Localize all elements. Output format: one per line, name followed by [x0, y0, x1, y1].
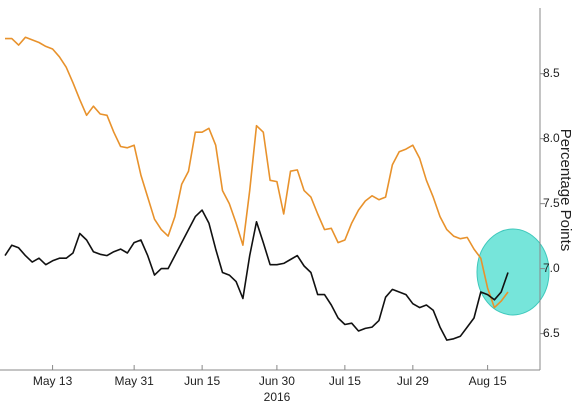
- x-tick-label: Aug 15: [469, 374, 507, 388]
- series-line: [4, 209, 509, 341]
- highlight-circle: [476, 228, 550, 316]
- x-tick-label: Jun 30: [259, 374, 295, 388]
- y-axis-label: Percentage Points: [557, 129, 574, 252]
- x-tick-label: Jul 15: [329, 374, 361, 388]
- y-tick-label: 7.0: [543, 261, 560, 275]
- x-tick-label: Jun 15: [184, 374, 220, 388]
- x-tick-label: May 31: [114, 374, 154, 388]
- series-line: [5, 36, 509, 309]
- x-axis-label: 2016: [264, 390, 291, 404]
- y-tick-label: 6.5: [543, 326, 560, 340]
- x-tick-label: May 13: [33, 374, 73, 388]
- y-tick-label: 7.5: [543, 196, 560, 210]
- x-tick-label: Jul 29: [397, 374, 429, 388]
- y-tick-label: 8.0: [543, 131, 560, 145]
- y-tick-label: 8.5: [543, 66, 560, 80]
